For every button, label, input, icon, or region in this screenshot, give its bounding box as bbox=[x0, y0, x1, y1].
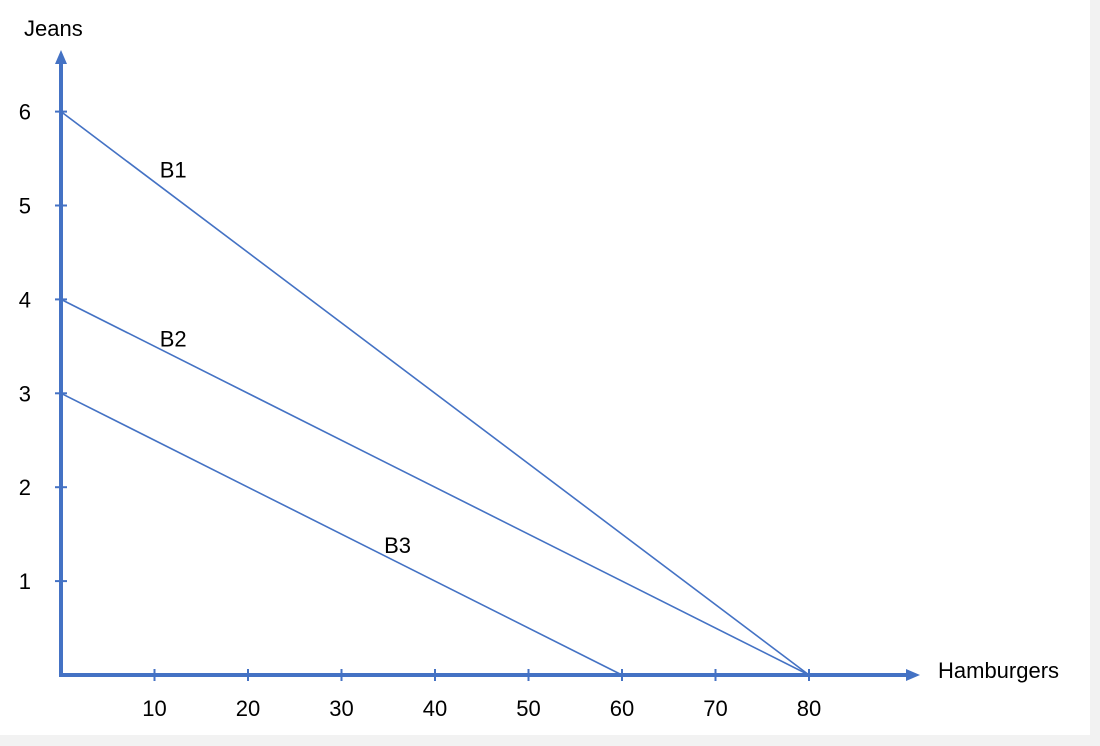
budget-lines bbox=[60, 110, 810, 676]
chart-canvas: Hamburgers Jeans 10 20 30 40 50 60 70 80 1 2 3 4 5 6 B1 B… bbox=[0, 0, 1090, 735]
x-tick-label: 10 bbox=[142, 696, 166, 721]
x-axis-title: Hamburgers bbox=[938, 658, 1059, 683]
series-label-b1: B1 bbox=[160, 157, 187, 182]
budget-line-b1 bbox=[60, 110, 810, 676]
axes bbox=[55, 50, 920, 681]
x-tick-label: 20 bbox=[236, 696, 260, 721]
y-tick-label: 6 bbox=[19, 100, 31, 125]
axis-ticks bbox=[55, 110, 810, 681]
x-tick-label: 30 bbox=[329, 696, 353, 721]
budget-line-b3 bbox=[60, 392, 623, 676]
y-tick-label: 1 bbox=[19, 569, 31, 594]
x-tick-label: 50 bbox=[516, 696, 540, 721]
budget-line-b2 bbox=[60, 298, 810, 676]
x-tick-label: 80 bbox=[797, 696, 821, 721]
x-tick-label: 40 bbox=[423, 696, 447, 721]
chart-labels: Hamburgers Jeans 10 20 30 40 50 60 70 80 1 2 3 4 5 6 B1 B… bbox=[19, 16, 1059, 721]
series-label-b3: B3 bbox=[384, 533, 411, 558]
y-tick-label: 5 bbox=[19, 194, 31, 219]
y-axis-title: Jeans bbox=[24, 16, 83, 41]
x-axis-arrow-icon bbox=[906, 669, 920, 681]
y-tick-label: 2 bbox=[19, 475, 31, 500]
x-tick-label: 60 bbox=[610, 696, 634, 721]
series-label-b2: B2 bbox=[160, 326, 187, 351]
y-tick-label: 3 bbox=[19, 381, 31, 406]
y-tick-label: 4 bbox=[19, 287, 31, 312]
budget-lines-chart: Hamburgers Jeans 10 20 30 40 50 60 70 80 1 2 3 4 5 6 B1 B… bbox=[19, 16, 1059, 721]
y-axis-arrow-icon bbox=[55, 50, 67, 64]
x-tick-label: 70 bbox=[703, 696, 727, 721]
